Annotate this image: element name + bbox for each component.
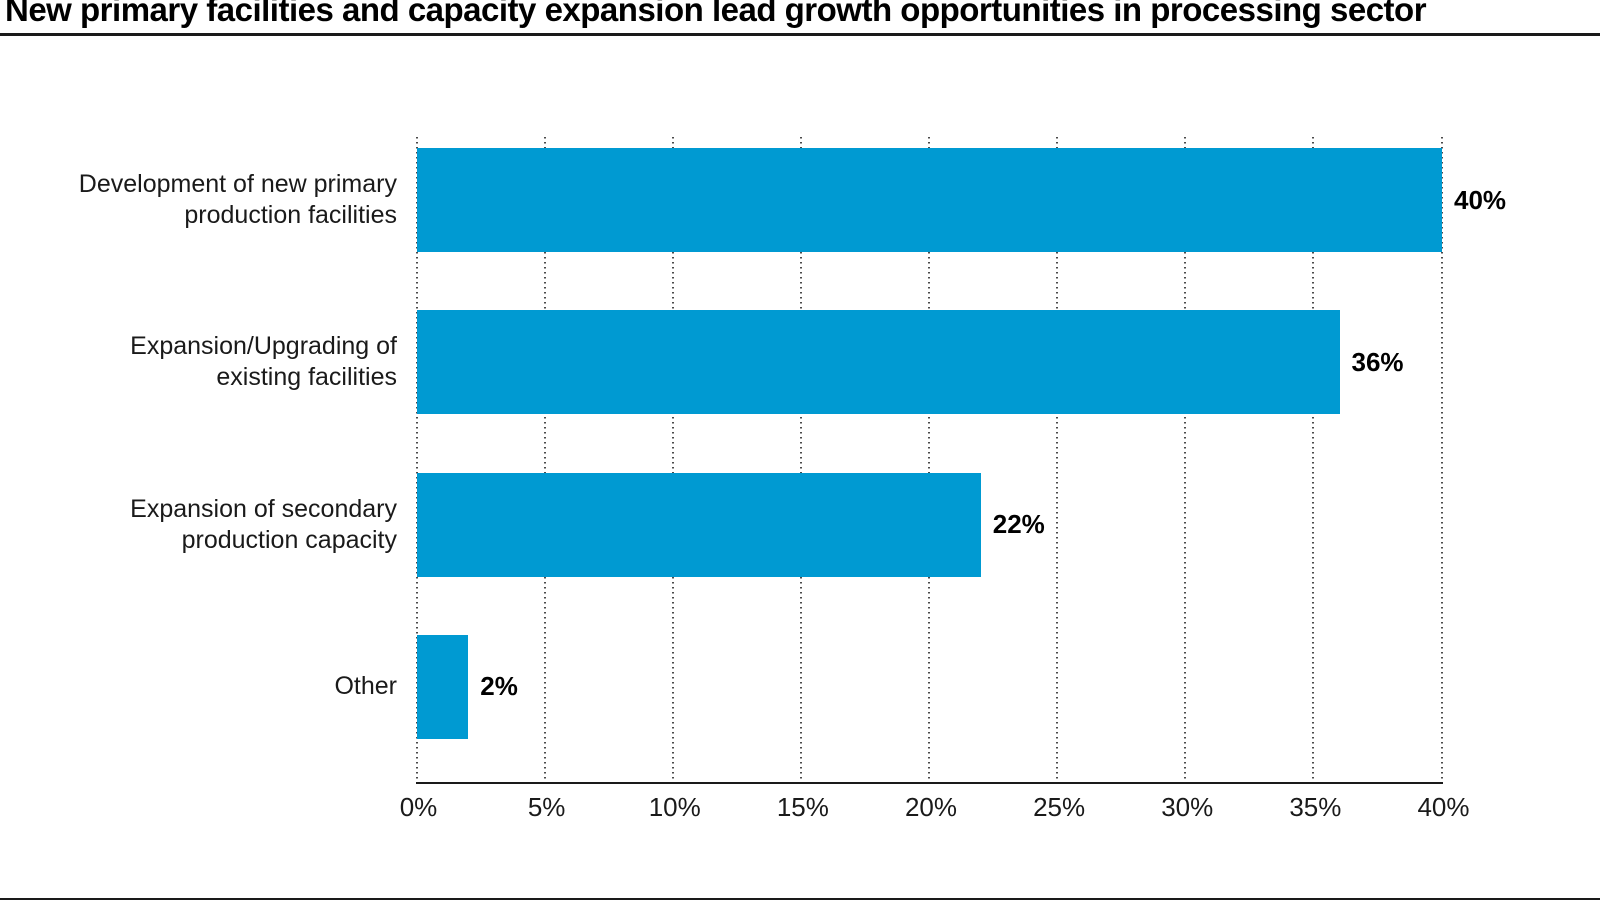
gridline	[415, 137, 418, 782]
gridline	[799, 137, 802, 782]
category-label-line: production facilities	[184, 201, 397, 229]
bar-value-label: 40%	[1454, 184, 1507, 215]
chart-title: New primary facilities and capacity expa…	[5, 0, 1427, 28]
category-label-line: production capacity	[181, 525, 397, 554]
category-label: Expansion/Upgrading of existing facilitie…	[130, 331, 397, 393]
gridline	[1184, 137, 1187, 782]
x-tick-label: 5%	[527, 792, 566, 822]
x-tick-label: 15%	[776, 792, 829, 822]
x-tick-label: 0%	[399, 792, 438, 822]
category-label-line: existing facilities	[216, 363, 397, 392]
bar-value-label: 2%	[480, 671, 518, 702]
x-axis-line	[415, 782, 1443, 784]
x-tick-label: 20%	[904, 792, 958, 822]
gridline	[1312, 137, 1315, 782]
gridline	[543, 137, 546, 782]
x-tick-label: 30%	[1161, 792, 1214, 822]
category-label: Other	[334, 671, 397, 702]
x-tick-label: 25%	[1033, 792, 1086, 822]
bottom-border	[0, 898, 1600, 900]
category-label-line: Development of new primary	[78, 170, 397, 198]
gridline	[1056, 137, 1059, 782]
category-label-line: Other	[334, 672, 397, 701]
bar	[417, 472, 981, 577]
bar-value-label: 36%	[1351, 346, 1404, 377]
x-tick-label: 35%	[1289, 792, 1342, 822]
x-tick-label: 10%	[648, 792, 701, 822]
gridline	[1440, 137, 1443, 782]
category-label: Development of new primary production fac…	[79, 169, 397, 231]
title-divider	[0, 33, 1600, 36]
bar	[417, 148, 1442, 252]
bar	[417, 634, 469, 739]
category-label-line: Expansion/Upgrading of	[130, 332, 397, 361]
bar-value-label: 22%	[992, 509, 1045, 540]
gridline	[928, 137, 930, 782]
bar	[417, 310, 1340, 415]
category-label: Expansion of secondary production capacit…	[130, 494, 397, 556]
x-tick-label: 40%	[1417, 792, 1470, 822]
gridline	[671, 137, 674, 782]
category-label-line: Expansion of secondary	[130, 494, 397, 523]
